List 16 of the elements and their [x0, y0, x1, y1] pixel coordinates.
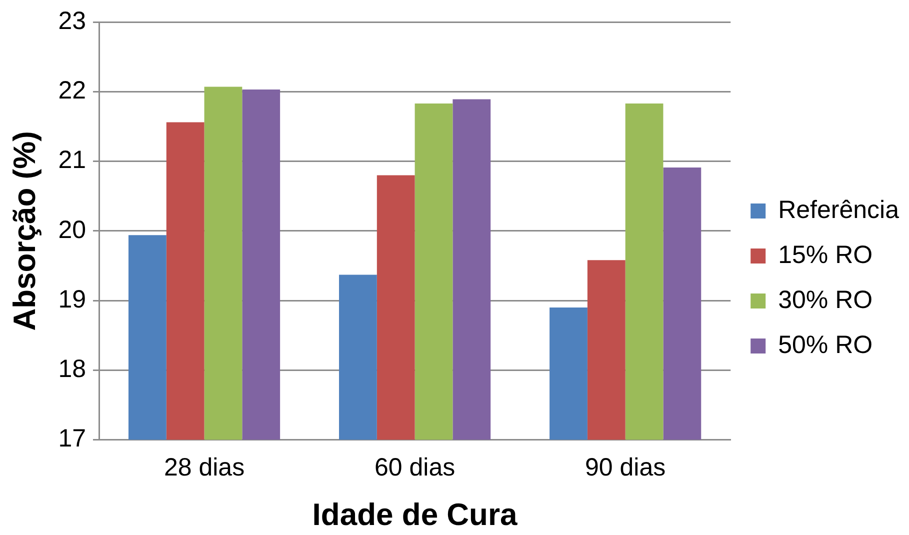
y-tick-label: 20 [58, 216, 86, 244]
y-tick-label: 23 [58, 6, 86, 35]
y-tick-label: 17 [58, 424, 86, 453]
x-tick-label: 60 dias [374, 454, 456, 482]
x-tick-label: 90 dias [585, 454, 666, 482]
legend-label: 50% RO [778, 330, 873, 359]
legend-label: 30% RO [778, 286, 873, 314]
y-tick-label: 21 [58, 146, 86, 174]
y-tick-label: 22 [58, 76, 86, 105]
legend-label: Referência [778, 196, 900, 224]
x-axis-title: Idade de Cura [312, 496, 518, 532]
legend-label: 15% RO [778, 240, 873, 269]
y-axis-title: Absorção (%) [7, 130, 42, 331]
x-tick-label: 28 dias [164, 454, 245, 482]
y-tick-label: 19 [58, 285, 86, 314]
y-tick-label: 18 [58, 355, 86, 384]
